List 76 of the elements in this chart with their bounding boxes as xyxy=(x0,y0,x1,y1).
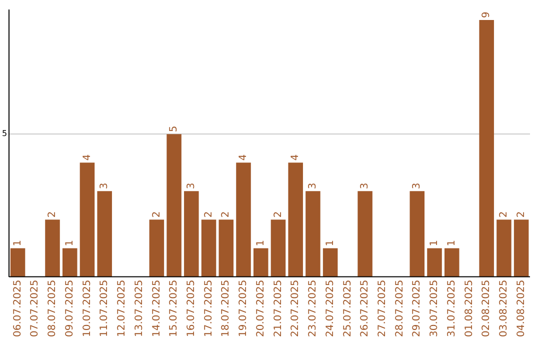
data-label: 1 xyxy=(255,240,266,246)
bar xyxy=(479,20,494,277)
bar xyxy=(218,220,234,277)
bar xyxy=(444,248,460,277)
x-tick-label: 22.07.2025 xyxy=(290,280,302,338)
data-label: 3 xyxy=(412,182,423,190)
data-label: 1 xyxy=(64,240,76,246)
x-tick-label: 21.07.2025 xyxy=(272,280,284,338)
x-tick-label: 25.07.2025 xyxy=(342,280,354,338)
bar xyxy=(496,220,512,277)
bar xyxy=(410,191,425,277)
data-label: 2 xyxy=(498,211,510,218)
x-tick-label: 17.07.2025 xyxy=(203,280,214,338)
data-label: 1 xyxy=(429,240,440,246)
x-tick-label: 12.07.2025 xyxy=(116,280,128,338)
x-tick-label: 13.07.2025 xyxy=(134,280,145,338)
x-tick-label: 06.07.2025 xyxy=(12,280,24,338)
bar xyxy=(427,248,442,277)
data-label: 2 xyxy=(47,211,58,218)
x-tick-label: 23.07.2025 xyxy=(308,280,319,338)
x-tick-label: 18.07.2025 xyxy=(220,280,232,338)
data-label: 4 xyxy=(238,154,250,161)
x-tick-label: 02.08.2025 xyxy=(481,280,492,338)
x-tick-label: 08.07.2025 xyxy=(47,280,58,338)
data-label: 5 xyxy=(168,126,180,132)
bar xyxy=(322,248,338,277)
x-tick-label: 15.07.2025 xyxy=(168,280,180,338)
bar xyxy=(80,162,95,277)
bar xyxy=(236,162,251,277)
data-label: 1 xyxy=(324,240,336,246)
data-label: 3 xyxy=(360,182,371,190)
x-tick-label: 26.07.2025 xyxy=(360,280,371,338)
data-label: 9 xyxy=(481,12,492,18)
bar xyxy=(45,220,60,277)
x-tick-label: 01.08.2025 xyxy=(464,280,475,338)
x-tick-label: 07.07.2025 xyxy=(30,280,41,338)
x-tick-label: 28.07.2025 xyxy=(394,280,406,338)
x-tick-label: 04.08.2025 xyxy=(516,280,527,338)
x-tick-label: 03.08.2025 xyxy=(498,280,510,338)
bar xyxy=(288,162,303,277)
data-label: 1 xyxy=(446,240,458,246)
data-label: 4 xyxy=(290,154,302,161)
x-tick-label: 24.07.2025 xyxy=(324,280,336,338)
data-label: 3 xyxy=(99,182,110,190)
data-label: 2 xyxy=(272,211,284,218)
bar xyxy=(184,191,199,277)
data-label: 3 xyxy=(186,182,197,190)
x-tick-label: 29.07.2025 xyxy=(412,280,423,338)
x-tick-label: 27.07.2025 xyxy=(377,280,388,338)
bar xyxy=(253,248,268,277)
data-label: 2 xyxy=(516,211,527,218)
bar xyxy=(201,220,216,277)
bar xyxy=(358,191,372,277)
data-label: 4 xyxy=(82,154,93,161)
x-tick-label: 14.07.2025 xyxy=(151,280,162,338)
data-label: 3 xyxy=(308,182,319,190)
x-tick-label: 31.07.2025 xyxy=(446,280,458,338)
x-tick-label: 09.07.2025 xyxy=(64,280,76,338)
x-tick-label: 19.07.2025 xyxy=(238,280,250,338)
bar xyxy=(306,191,320,277)
x-tick-label: 30.07.2025 xyxy=(429,280,440,338)
x-tick-label: 20.07.2025 xyxy=(255,280,266,338)
bar xyxy=(97,191,112,277)
bar xyxy=(514,220,529,277)
data-label: 2 xyxy=(151,211,162,218)
data-label: 2 xyxy=(220,211,232,218)
x-tick-label: 16.07.2025 xyxy=(186,280,197,338)
x-tick-label: 10.07.2025 xyxy=(82,280,93,338)
bar xyxy=(149,220,164,277)
bar xyxy=(62,248,78,277)
data-label: 1 xyxy=(12,240,24,246)
bar xyxy=(270,220,286,277)
bar xyxy=(10,248,26,277)
x-tick-label: 11.07.2025 xyxy=(99,280,110,338)
bar xyxy=(166,134,182,277)
data-label: 2 xyxy=(203,211,214,218)
